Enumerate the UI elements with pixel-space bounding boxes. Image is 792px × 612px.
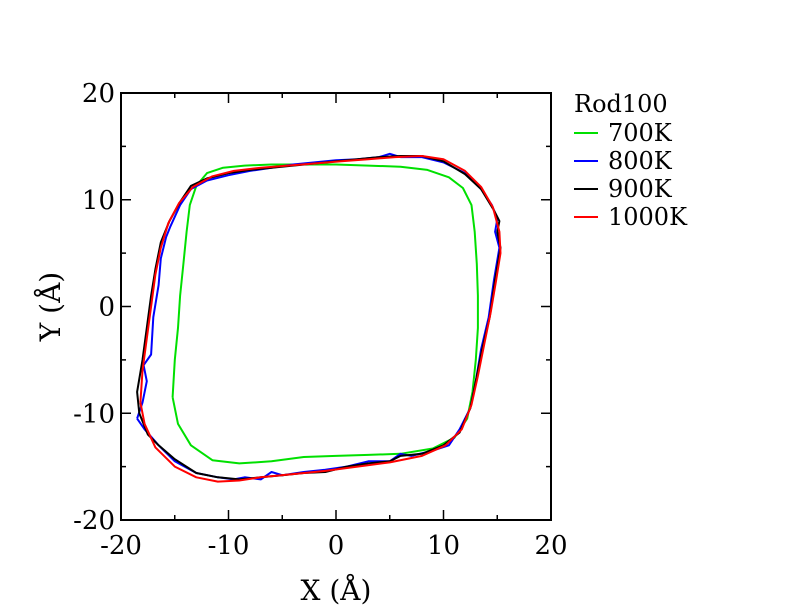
series-layer — [136, 152, 502, 483]
x-tick-label: 0 — [328, 531, 345, 561]
x-axis-title: X (Å) — [301, 574, 372, 607]
x-tick-label: -10 — [208, 531, 250, 561]
series-line-700K — [171, 163, 479, 465]
y-tick-label: 0 — [98, 293, 115, 323]
y-tick-label: 20 — [82, 79, 115, 109]
y-tick-label: -10 — [73, 399, 115, 429]
x-tick-label: -20 — [100, 531, 142, 561]
x-tick-label: 20 — [534, 531, 567, 561]
legend-label-700K: 700K — [608, 119, 673, 147]
legend-label-900K: 900K — [608, 175, 673, 203]
y-tick-label: 10 — [82, 186, 115, 216]
legend-title: Rod100 — [574, 90, 668, 118]
series-line-1000K — [139, 155, 502, 483]
x-tick-label: 10 — [427, 531, 460, 561]
legend-label-800K: 800K — [608, 147, 673, 175]
y-tick-label: -20 — [73, 506, 115, 536]
y-axis-title: Y (Å) — [34, 272, 67, 342]
legend-label-1000K: 1000K — [608, 203, 688, 231]
series-line-900K — [136, 155, 502, 481]
ticks-layer: -20 -10 0 10 20 -20 -10 0 10 20 — [73, 79, 567, 561]
